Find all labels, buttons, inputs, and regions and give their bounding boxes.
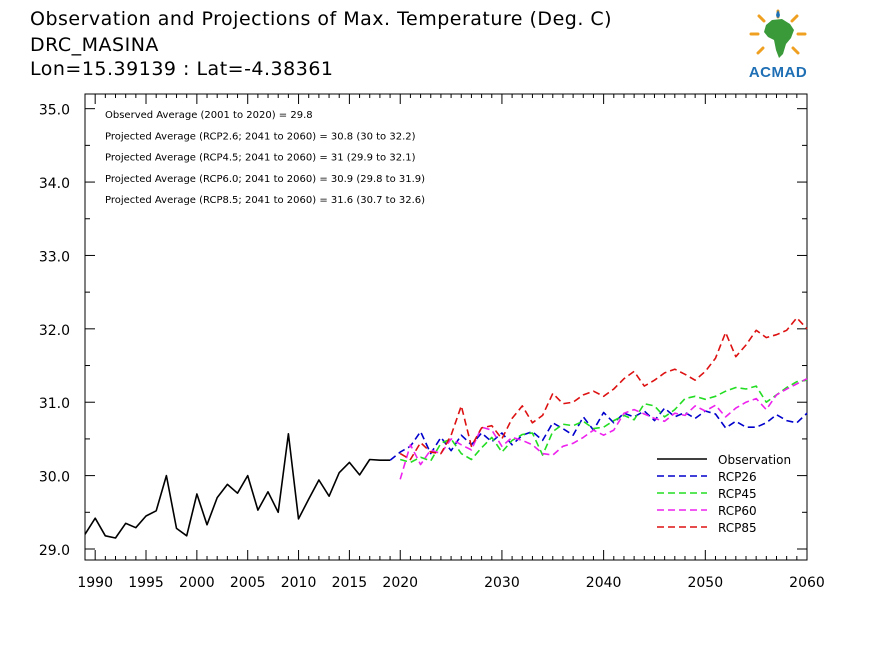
- legend: Observation RCP26 RCP45 RCP60 RCP85: [657, 453, 791, 535]
- legend-label: Observation: [718, 453, 791, 467]
- x-tick-label: 2030: [484, 575, 520, 591]
- acmad-logo: ACMAD: [738, 8, 818, 84]
- annotation-line: Observed Average (2001 to 2020) = 29.8: [105, 110, 313, 121]
- plot-frame: [84, 93, 808, 561]
- y-tick-label: 29.0: [39, 543, 70, 559]
- annotation-line: Projected Average (RCP6.0; 2041 to 2060)…: [105, 174, 425, 185]
- x-tick-label: 2010: [281, 575, 317, 591]
- series-line-rcp45: [399, 379, 808, 464]
- x-tick-label: 2015: [332, 575, 368, 591]
- x-tick-label: 2050: [687, 575, 723, 591]
- legend-label: RCP26: [718, 470, 757, 484]
- chart-title: Observation and Projections of Max. Temp…: [30, 8, 613, 30]
- series-line-rcp85: [399, 316, 808, 461]
- y-tick-label: 30.0: [39, 470, 70, 486]
- annotation-line: Projected Average (RCP8.5; 2041 to 2060)…: [105, 195, 425, 206]
- series-line-observation: [84, 432, 391, 539]
- series-line-rcp26: [389, 407, 808, 461]
- africa-map-icon: [749, 9, 807, 58]
- legend-label: RCP45: [718, 487, 757, 501]
- annotation-line: Projected Average (RCP2.6; 2041 to 2060)…: [105, 131, 416, 142]
- series-line-rcp60: [399, 377, 808, 480]
- y-tick-label: 34.0: [39, 176, 70, 192]
- location-name: DRC_MASINA: [30, 34, 159, 56]
- logo-text: ACMAD: [748, 64, 808, 81]
- legend-label: RCP60: [718, 504, 757, 518]
- y-tick-label: 35.0: [39, 103, 70, 119]
- x-tick-label: 2060: [789, 575, 825, 591]
- annotation-box: Observed Average (2001 to 2020) = 29.8 Pr…: [105, 110, 425, 206]
- x-tick-label: 1990: [77, 575, 113, 591]
- y-axis-labels: 29.0 30.0 31.0 32.0 33.0 34.0 35.0: [39, 103, 70, 559]
- coordinates-label: Lon=15.39139 : Lat=-4.38361: [30, 58, 334, 80]
- series-lines: [84, 316, 808, 539]
- y-tick-label: 32.0: [39, 323, 70, 339]
- x-tick-label: 2005: [230, 575, 266, 591]
- x-tick-label: 2020: [382, 575, 418, 591]
- y-tick-label: 31.0: [39, 396, 70, 412]
- x-tick-label: 2040: [586, 575, 622, 591]
- x-tick-label: 2000: [179, 575, 215, 591]
- annotation-line: Projected Average (RCP4.5; 2041 to 2060)…: [105, 153, 416, 164]
- x-tick-label: 1995: [128, 575, 164, 591]
- y-tick-label: 33.0: [39, 249, 70, 265]
- legend-label: RCP85: [718, 521, 757, 535]
- axis-ticks: [85, 94, 808, 560]
- x-axis-labels: 1990 1995 2000 2005 2010 2015 2020 2030 2040 2050…: [77, 575, 824, 591]
